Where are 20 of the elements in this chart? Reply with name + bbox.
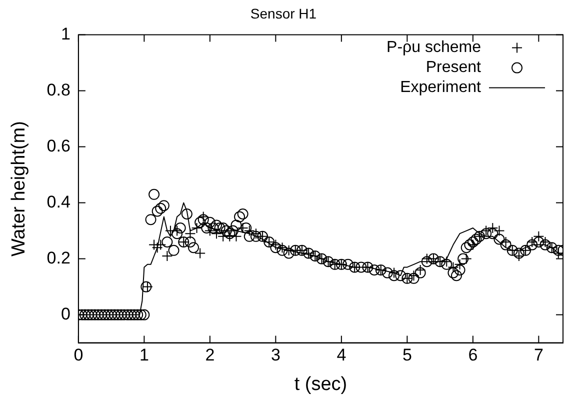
legend-label: Present: [426, 59, 482, 76]
x-tick-label: 3: [270, 346, 280, 365]
y-tick-label: 0.2: [46, 248, 70, 268]
x-tick-label: 6: [468, 346, 478, 365]
y-tick-label: 0.6: [46, 136, 70, 156]
y-tick-label: 0.4: [46, 192, 70, 212]
y-tick-label: 0: [60, 304, 70, 324]
x-tick-label: 5: [402, 346, 412, 365]
y-axis-title: Water height(m): [8, 121, 30, 257]
legend-label: Experiment: [400, 79, 482, 96]
legend-label: P-ρu scheme: [386, 39, 482, 56]
y-tick-label: 0.8: [46, 80, 70, 100]
x-tick-label: 7: [534, 346, 544, 365]
x-tick-label: 2: [205, 346, 215, 365]
chart-title: Sensor H1: [250, 5, 317, 22]
x-tick-label: 0: [74, 346, 84, 365]
x-tick-label: 1: [139, 346, 149, 365]
y-tick-label: 1: [60, 24, 70, 44]
x-axis-title: t (sec): [294, 374, 348, 395]
x-tick-label: 4: [336, 346, 346, 365]
